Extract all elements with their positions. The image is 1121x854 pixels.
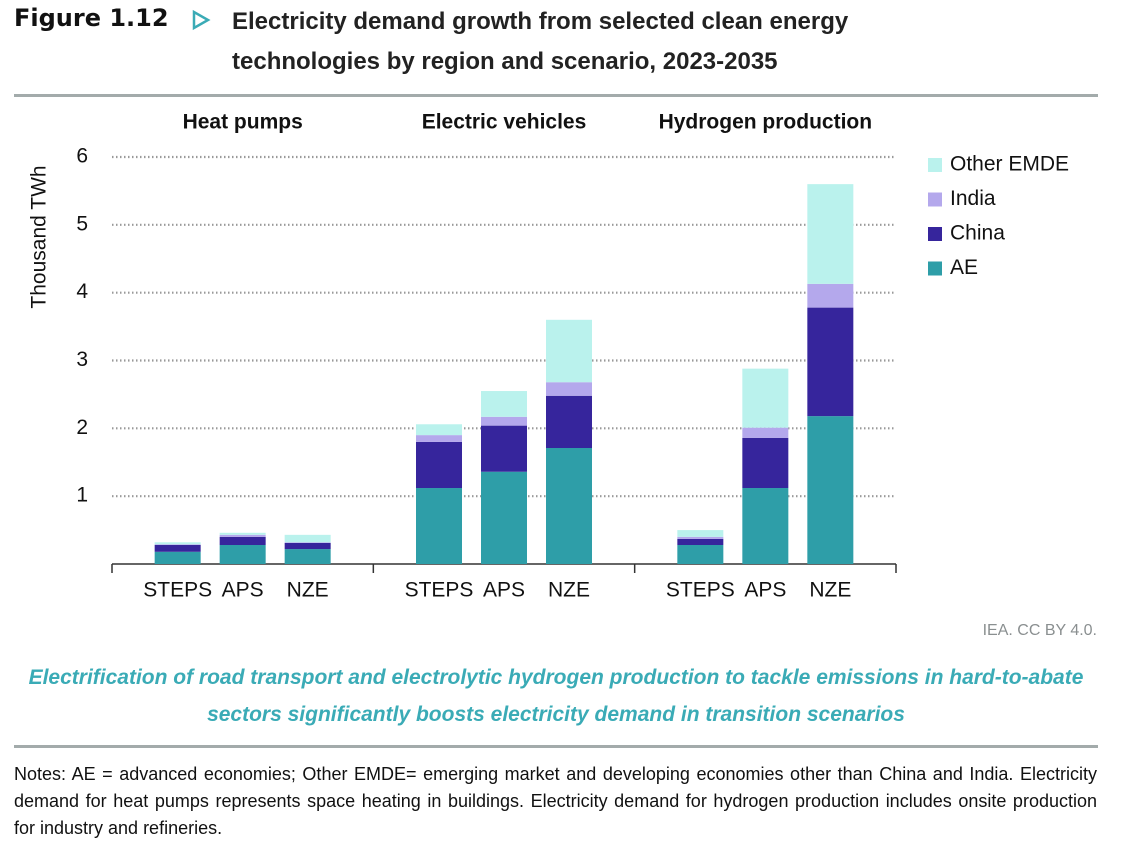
legend-label: AE	[950, 256, 978, 279]
header-rule	[14, 94, 1098, 97]
bar-segment	[677, 530, 724, 537]
legend-swatch	[928, 227, 942, 241]
x-tick-label: APS	[483, 579, 525, 602]
caption: Electrification of road transport and el…	[28, 666, 1084, 726]
x-tick-label: STEPS	[405, 579, 474, 602]
title: Electricity demand growth from selected …	[232, 8, 849, 75]
x-tick-label: STEPS	[666, 579, 735, 602]
bar-segment	[416, 441, 462, 489]
x-tick-label: NZE	[287, 579, 329, 602]
bar-segment	[742, 427, 789, 438]
bar-segment	[154, 542, 201, 545]
y-tick-label: 4	[76, 280, 88, 303]
bar-segment	[219, 536, 266, 546]
bar-segment	[546, 319, 592, 383]
bar-segment	[742, 437, 789, 489]
bar-segment	[546, 395, 592, 449]
bar-segment	[284, 549, 331, 564]
bar-segment	[219, 545, 266, 564]
y-tick-label: 2	[76, 416, 88, 439]
bar-segment	[219, 532, 266, 535]
notes: Notes: AE = advanced economies; Other EM…	[14, 764, 1097, 838]
y-axis-label: Thousand TWh	[28, 165, 51, 308]
y-tick-label: 6	[76, 145, 88, 168]
bar-segment	[219, 534, 266, 537]
figure-label: Figure 1.12	[14, 4, 169, 32]
bar-segment	[546, 382, 592, 396]
bar-segment	[481, 471, 527, 564]
bar-segment	[481, 391, 527, 417]
legend-label: China	[950, 222, 1005, 245]
bar-segment	[481, 425, 527, 472]
caption-rule	[14, 745, 1098, 748]
bar-segment	[416, 488, 462, 564]
bar-segment	[807, 307, 854, 417]
figure-arrow	[192, 9, 211, 31]
x-tick-label: NZE	[809, 579, 851, 602]
bar-segment	[742, 488, 789, 564]
y-tick-label: 3	[76, 348, 88, 371]
bar-segment	[677, 545, 724, 564]
bar-segment	[546, 448, 592, 564]
bar-segment	[481, 416, 527, 426]
group-label: Hydrogen production	[659, 111, 873, 134]
legend-swatch	[928, 158, 942, 172]
bar-segment	[284, 542, 331, 543]
bar-segment	[284, 534, 331, 543]
x-tick-label: APS	[222, 579, 264, 602]
y-tick-label: 1	[76, 484, 88, 507]
x-tick-label: STEPS	[143, 579, 212, 602]
bar-segment	[677, 538, 724, 546]
bar-segment	[284, 542, 331, 550]
legend-swatch	[928, 192, 942, 207]
group-label: Electric vehicles	[422, 111, 587, 134]
legend-label: India	[950, 187, 996, 210]
bar-segment	[154, 544, 201, 546]
legend-label: Other EMDE	[950, 153, 1069, 176]
bar-segment	[742, 368, 789, 428]
group-label: Heat pumps	[183, 111, 303, 134]
bar-segment	[416, 435, 462, 442]
x-tick-label: NZE	[548, 579, 590, 602]
bar-segment	[807, 283, 854, 308]
bar-segment	[154, 551, 201, 564]
bar-segment	[154, 545, 201, 552]
bar-segment	[807, 416, 854, 564]
bar-segment	[677, 536, 724, 539]
source: IEA. CC BY 4.0.	[982, 622, 1097, 639]
y-tick-label: 5	[76, 212, 88, 235]
bar-segment	[416, 424, 462, 436]
legend-swatch	[928, 261, 942, 276]
x-tick-label: APS	[744, 579, 786, 602]
bar-segment	[807, 184, 854, 284]
